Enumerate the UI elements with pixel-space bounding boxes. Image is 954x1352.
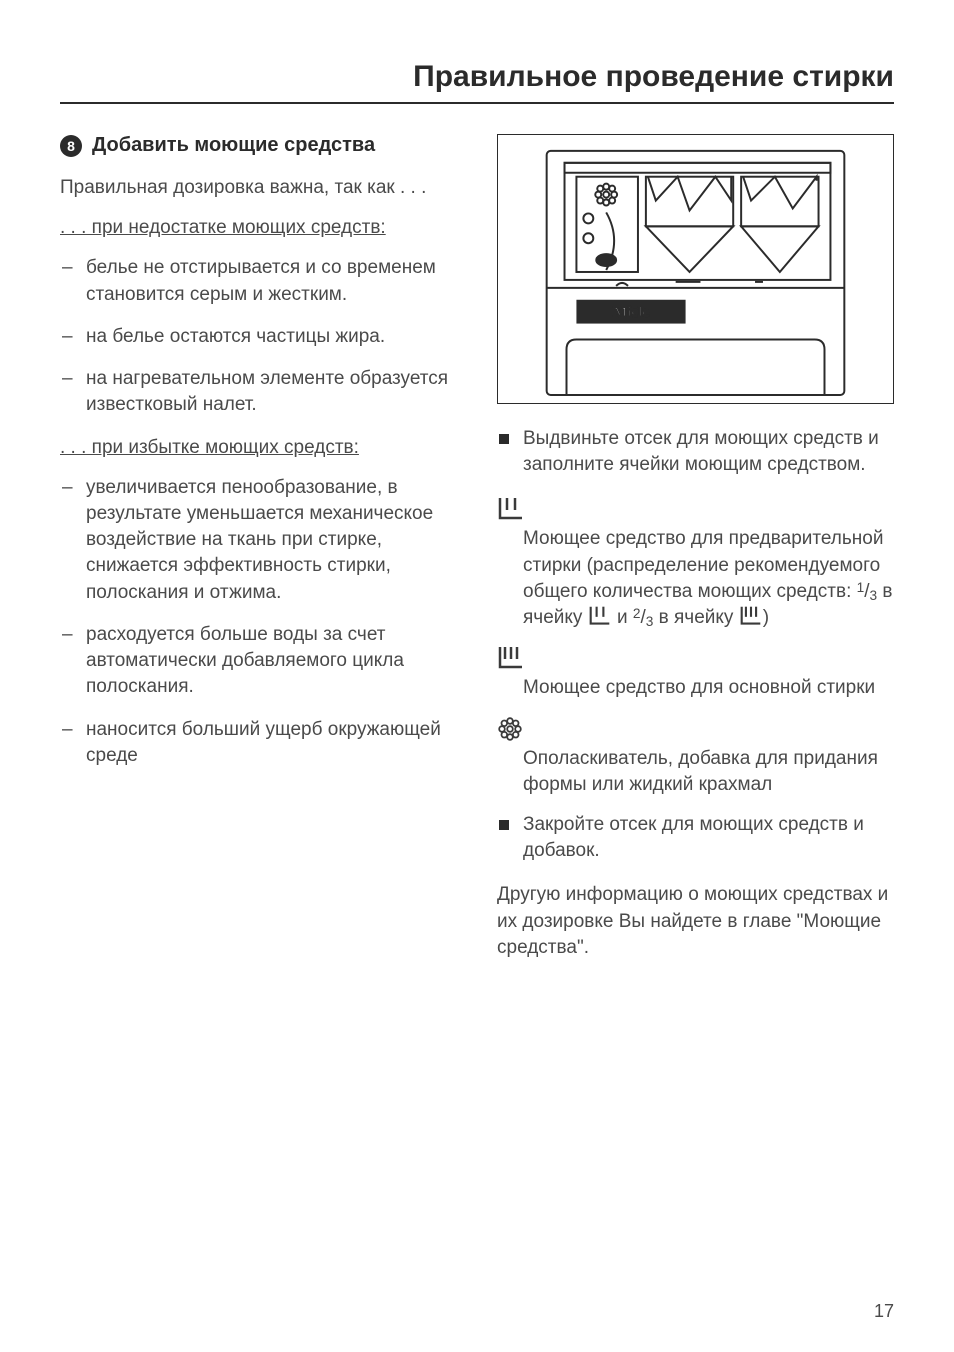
excess-heading: . . . при избытке моющих средств: bbox=[60, 435, 457, 461]
compartment-one-icon bbox=[497, 496, 525, 522]
page-title: Правильное проведение стирки bbox=[60, 60, 894, 102]
title-rule bbox=[60, 102, 894, 104]
instruction-list: Закройте отсек для моющих средств и доба… bbox=[497, 812, 894, 864]
list-item: на белье остаются частицы жира. bbox=[60, 324, 457, 350]
mainwash-description: Моющее средство для основной стирки bbox=[497, 675, 894, 701]
flower-icon bbox=[497, 716, 523, 742]
shortage-list: белье не отстирывается и со вре­менем ст… bbox=[60, 255, 457, 418]
washing-machine-svg: Miele bbox=[504, 141, 887, 397]
list-item: на нагревательном элементе обра­зуется и… bbox=[60, 366, 457, 418]
open-drawer-step: Выдвиньте отсек для моющих средств и зап… bbox=[497, 426, 894, 478]
page-number: 17 bbox=[874, 1301, 894, 1322]
softener-compartment-symbol bbox=[497, 716, 894, 742]
mainwash-compartment-symbol bbox=[497, 645, 894, 671]
softener-description: Ополаскиватель, добавка для при­дания фо… bbox=[497, 746, 894, 798]
close-drawer-step: Закройте отсек для моющих средств и доба… bbox=[497, 812, 894, 864]
shortage-heading: . . . при недостатке моющих средств: bbox=[60, 215, 457, 241]
prewash-compartment-symbol bbox=[497, 496, 894, 522]
intro-text: Правильная дозировка важна, так как . . … bbox=[60, 175, 457, 201]
instruction-list: Выдвиньте отсек для моющих средств и зап… bbox=[497, 426, 894, 478]
left-column: 8 Добавить моющие средства Правильная до… bbox=[60, 134, 457, 975]
list-item: расходуется больше воды за счет автомати… bbox=[60, 622, 457, 701]
footer-note: Другую информацию о моющих сред­ствах и … bbox=[497, 882, 894, 961]
section-heading: 8 Добавить моющие средства bbox=[60, 134, 457, 157]
compartment-two-icon bbox=[497, 645, 525, 671]
section-title: Добавить моющие средства bbox=[92, 134, 375, 157]
excess-list: увеличивается пенообразование, в результ… bbox=[60, 475, 457, 769]
list-item: наносится больший ущерб окружа­ющей сред… bbox=[60, 717, 457, 769]
detergent-drawer-figure: Miele bbox=[497, 134, 894, 404]
step-badge-icon: 8 bbox=[60, 135, 82, 157]
two-column-layout: 8 Добавить моющие средства Правильная до… bbox=[60, 134, 894, 975]
compartment-one-icon bbox=[588, 605, 612, 627]
right-column: Miele bbox=[497, 134, 894, 975]
brand-text: Miele bbox=[613, 305, 649, 321]
list-item: увеличивается пенообразование, в результ… bbox=[60, 475, 457, 606]
compartment-two-icon bbox=[739, 605, 763, 627]
prewash-description: Моющее средство для предвари­тельной сти… bbox=[497, 526, 894, 631]
page: Правильное проведение стирки 8 Добавить … bbox=[0, 0, 954, 1352]
list-item: белье не отстирывается и со вре­менем ст… bbox=[60, 255, 457, 307]
